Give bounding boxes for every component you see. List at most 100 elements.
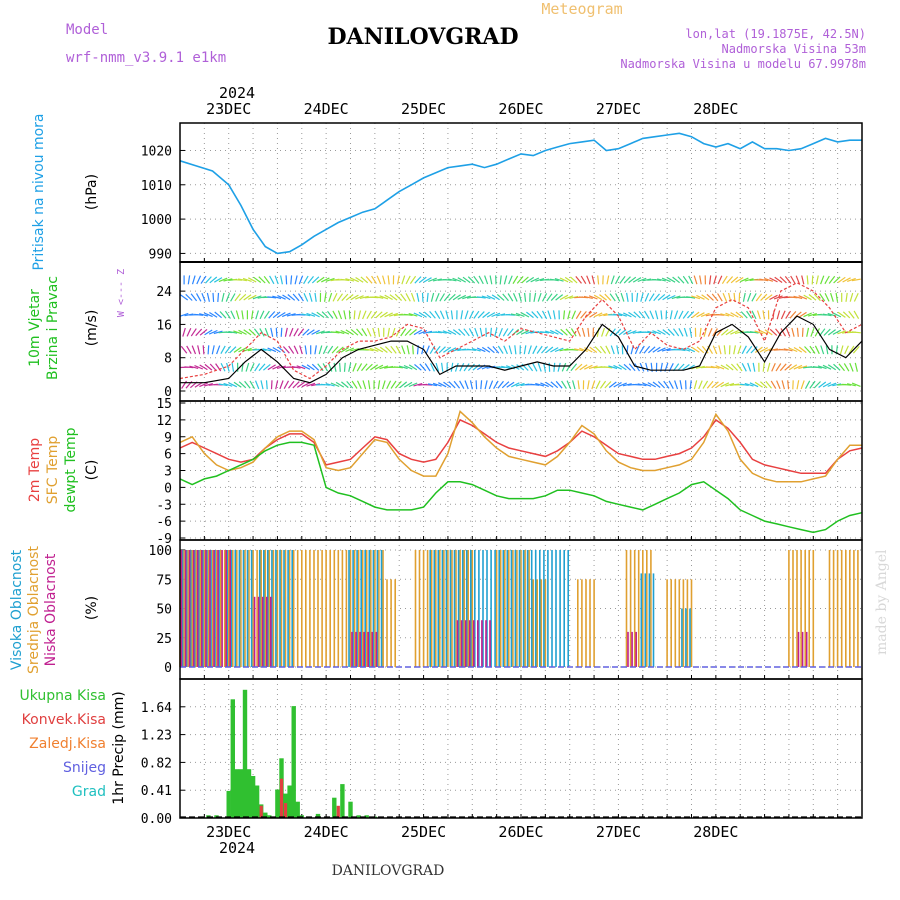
wind-barb [233,330,243,335]
wind-barb [375,311,383,319]
date-tick-bottom: 24DEC [304,823,349,841]
precip-conv-bar [283,803,288,818]
wind-barb [618,329,627,336]
wind-barb [242,347,252,352]
wind-barb [639,362,645,372]
wind-barb [302,328,310,336]
wind-barb [682,310,689,319]
wind-unit: (m/s) [84,310,100,347]
y-tick-label: 0 [164,385,172,400]
wind-barb [475,380,478,390]
wind-barb [247,294,257,300]
wind-barb [447,329,457,336]
wind-barb [687,311,695,319]
wind-barb [394,293,403,302]
wind-barb [701,294,710,301]
wind-barb [696,346,705,354]
wind-barb [381,380,386,390]
precip-bar [315,813,321,818]
wind-barb [352,362,357,372]
wind-barb [301,313,311,317]
wind-barb [838,363,845,372]
wind-barb [272,346,281,353]
wind-barb [803,294,812,301]
wind-barb [481,295,491,300]
date-tick-bottom: 27DEC [596,823,641,841]
wind-barb [228,382,238,388]
wind-barb [618,364,627,371]
wind-barb [813,293,821,302]
wind-barb [545,346,554,354]
wind-barb [587,327,590,337]
wind-barb [477,311,485,319]
wind-barb [569,276,578,284]
wind-barb [776,310,781,320]
temp-legend-2m: 2m Temp [27,438,43,502]
wind-barb [476,296,486,299]
wind-barb [756,310,761,320]
wind-barb [608,381,617,388]
wind-barb [574,363,583,371]
wind-barb [518,292,522,302]
wind-barb [676,348,686,352]
wind-barb [447,347,457,353]
wind-barb [190,328,197,337]
wind-barb [263,310,270,319]
wind-barb [525,330,535,335]
wind-barb [649,310,655,320]
wind-barb [824,293,830,302]
wind-barb [179,312,189,317]
wind-barb [593,294,603,301]
wind-barb [423,311,432,319]
wind-speed-line [180,315,863,384]
wind-barb [391,327,396,337]
wind-barb [403,364,413,370]
wind-barb [701,345,709,354]
wind-barb [511,382,520,388]
cloud-legend-mid: Srednja Oblacnost [26,546,42,674]
y-tick-label: 50 [156,603,172,618]
wind-barb [430,362,435,372]
wind-barb [243,294,252,301]
pressure-unit-group: (hPa) [84,174,100,210]
wind-barb [662,294,671,301]
wind-barb [633,311,641,319]
wind-barb [795,275,801,285]
wind-barb [204,312,213,318]
wind-barb [463,328,470,337]
wind-barb [242,277,252,282]
wind-barb [652,330,662,335]
wind-barb [374,347,384,353]
wind-barb [627,330,637,335]
pressure-ylabel: Pritisak na nivou mora [31,113,47,270]
wind-barb [409,275,417,284]
wind-barb [216,345,221,355]
wind-barb [527,345,532,355]
wind-barb [827,329,836,336]
wind-barb [581,327,586,337]
wind-label-left: 10m Vjetar Brzina i Pravac [27,276,61,380]
wind-barb [184,366,194,369]
wind-barb [725,382,735,387]
wind-barb [587,380,590,390]
wind-barb [555,380,563,389]
wind-barb [280,327,283,337]
wind-barb [580,311,587,319]
y-tick-label: 3 [164,465,172,480]
wind-barb [351,380,358,389]
wind-barb [544,330,554,335]
wind-gust-line [179,282,863,380]
wind-barb [414,363,422,371]
wind-barb [432,278,442,282]
wind-barb [443,381,452,388]
wind-barb [632,330,642,334]
wind-barb [537,362,542,372]
wind-barb [397,275,400,285]
wind-barb [678,328,684,337]
wind-barb [833,363,841,371]
wind-barb [642,331,652,334]
wind-barb [280,275,283,285]
wind-barb [785,310,792,319]
wind-barb [541,310,548,320]
wind-barb [851,278,861,282]
